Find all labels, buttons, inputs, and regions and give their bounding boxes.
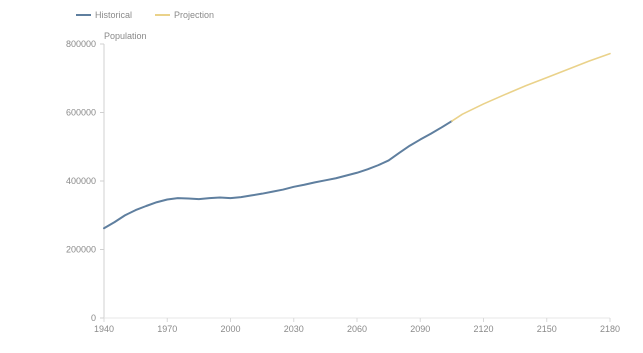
x-axis-ticks: 1940 1970 2000 2030 2060 2090 2120 2150 2180 bbox=[94, 318, 620, 334]
legend-label-historical: Historical bbox=[95, 10, 132, 20]
y-axis-ticks: 0 200000 400000 600000 800000 bbox=[66, 39, 104, 323]
x-axis-tick-label: 2120 bbox=[473, 324, 493, 334]
x-axis-tick-label: 2060 bbox=[347, 324, 367, 334]
y-axis-title: Population bbox=[104, 31, 147, 41]
x-axis-tick-label: 1940 bbox=[94, 324, 114, 334]
y-axis-tick-label: 400000 bbox=[66, 176, 96, 186]
legend: Historical Projection bbox=[76, 10, 214, 20]
series-layer bbox=[103, 52, 611, 230]
y-axis-tick-label: 600000 bbox=[66, 108, 96, 118]
legend-label-projection: Projection bbox=[174, 10, 214, 20]
series-line-historical bbox=[103, 120, 453, 230]
series-line-projection bbox=[451, 52, 611, 122]
x-axis-tick-label: 2180 bbox=[600, 324, 620, 334]
x-axis-tick-label: 2090 bbox=[410, 324, 430, 334]
y-axis-tick-label: 0 bbox=[91, 313, 96, 323]
y-axis-tick-label: 200000 bbox=[66, 245, 96, 255]
x-axis-tick-label: 2030 bbox=[284, 324, 304, 334]
y-axis-tick-label: 800000 bbox=[66, 39, 96, 49]
x-axis-tick-label: 2000 bbox=[220, 324, 240, 334]
x-axis-tick-label: 1970 bbox=[157, 324, 177, 334]
x-axis-tick-label: 2150 bbox=[537, 324, 557, 334]
